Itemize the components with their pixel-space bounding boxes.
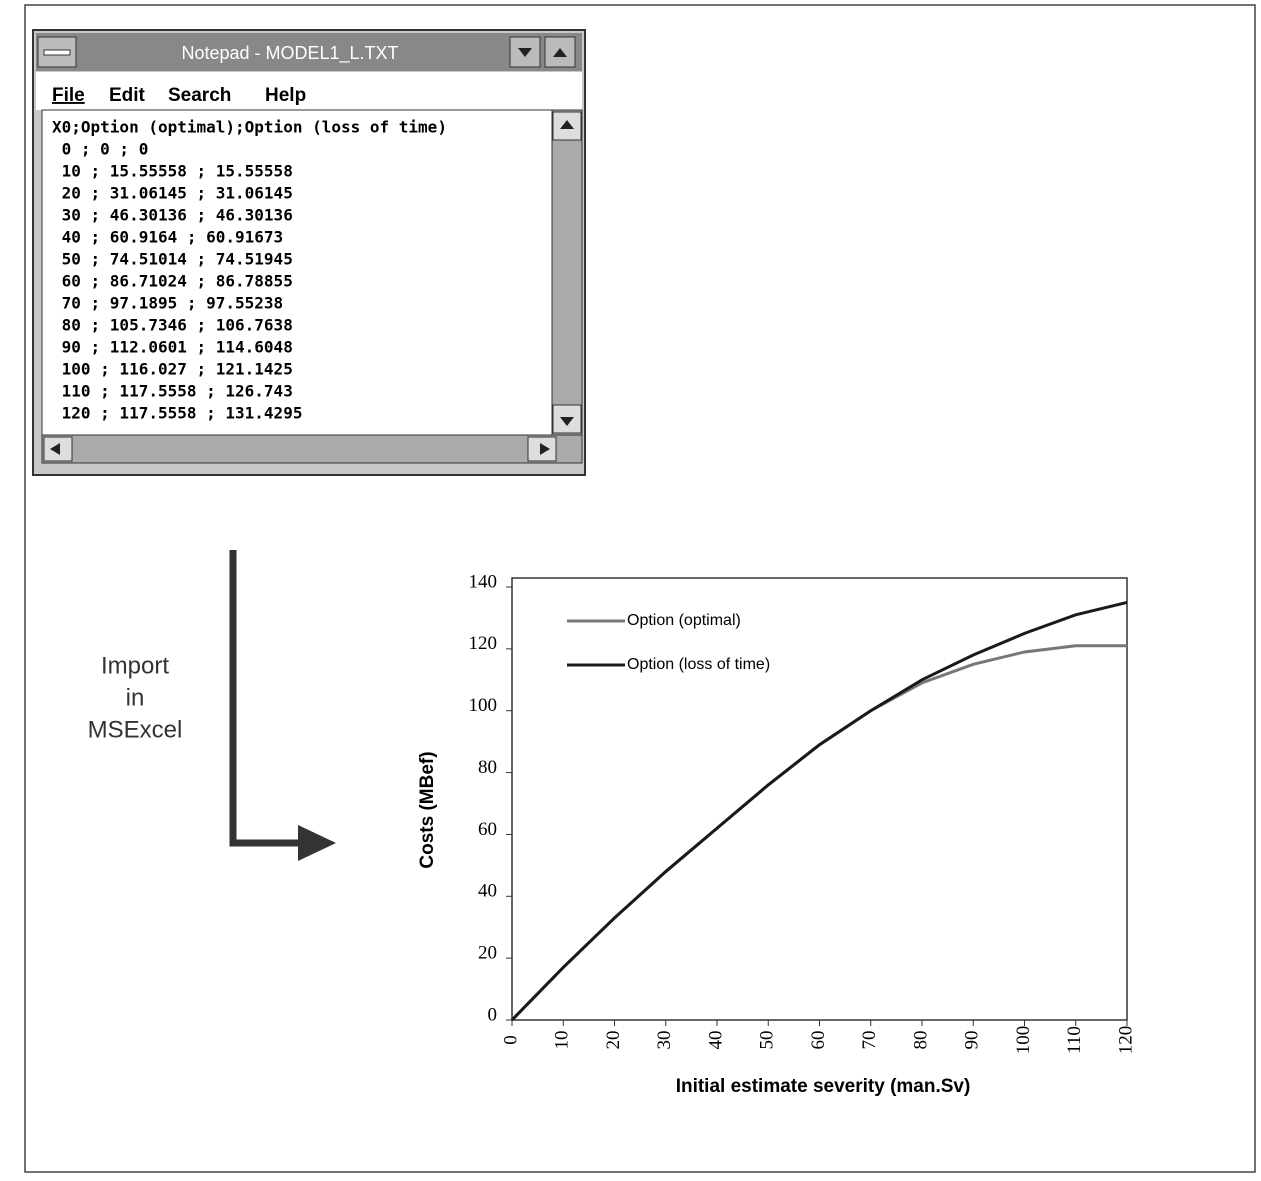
y-tick-label: 100	[469, 695, 498, 716]
y-tick-label: 120	[469, 633, 498, 654]
x-tick-label: 60	[808, 1031, 829, 1050]
text-line: 10 ; 15.55558 ; 15.55558	[52, 162, 293, 181]
menu-item[interactable]: File	[52, 85, 85, 106]
y-tick-label: 140	[469, 571, 498, 592]
figure: Notepad - MODEL1_L.TXT File Edit Search …	[0, 0, 1261, 1176]
text-line: X0;Option (optimal);Option (loss of time…	[52, 118, 447, 137]
text-line: 90 ; 112.0601 ; 114.6048	[52, 338, 293, 357]
menu-item[interactable]: Edit	[109, 85, 146, 106]
text-line: 60 ; 86.71024 ; 86.78855	[52, 272, 293, 291]
y-tick-label: 80	[478, 757, 497, 778]
legend-label: Option (optimal)	[627, 612, 741, 629]
text-line: 40 ; 60.9164 ; 60.91673	[52, 228, 283, 247]
menu-item[interactable]: Help	[265, 85, 306, 106]
x-tick-label: 20	[603, 1031, 624, 1050]
series-line	[512, 646, 1127, 1020]
plot-frame	[512, 578, 1127, 1020]
import-arrow	[233, 550, 336, 861]
x-tick-label: 40	[705, 1031, 726, 1050]
text-line: 80 ; 105.7346 ; 106.7638	[52, 316, 293, 335]
y-axis-title: Costs (MBef)	[417, 751, 438, 868]
menu-item[interactable]: Search	[168, 85, 231, 106]
annotation: MSExcel	[88, 716, 183, 743]
x-tick-label: 110	[1064, 1026, 1085, 1054]
x-tick-label: 100	[1013, 1026, 1034, 1055]
x-tick-label: 90	[962, 1031, 983, 1050]
x-tick-label: 50	[757, 1031, 778, 1050]
x-tick-label: 10	[552, 1031, 573, 1050]
text-line: 110 ; 117.5558 ; 126.743	[52, 382, 293, 401]
y-tick-label: 0	[488, 1004, 498, 1025]
window-title: Notepad - MODEL1_L.TXT	[181, 43, 398, 64]
x-tick-label: 120	[1115, 1026, 1136, 1055]
annotation: in	[126, 684, 145, 711]
legend-label: Option (loss of time)	[627, 656, 770, 673]
x-tick-label: 80	[910, 1031, 931, 1050]
text-line: 0 ; 0 ; 0	[52, 140, 148, 159]
text-line: 50 ; 74.51014 ; 74.51945	[52, 250, 293, 269]
x-tick-label: 30	[654, 1031, 675, 1050]
y-tick-label: 40	[478, 881, 497, 902]
x-tick-label: 0	[500, 1035, 521, 1045]
text-line: 20 ; 31.06145 ; 31.06145	[52, 184, 293, 203]
y-tick-label: 60	[478, 819, 497, 840]
x-tick-label: 70	[859, 1031, 880, 1050]
notepad-window: Notepad - MODEL1_L.TXT File Edit Search …	[33, 30, 585, 475]
page: Notepad - MODEL1_L.TXT File Edit Search …	[0, 0, 1261, 1176]
y-tick-label: 20	[478, 943, 497, 964]
text-line: 30 ; 46.30136 ; 46.30136	[52, 206, 293, 225]
text-line: 120 ; 117.5558 ; 131.4295	[52, 404, 302, 423]
text-line: 70 ; 97.1895 ; 97.55238	[52, 294, 283, 313]
text-line: 100 ; 116.027 ; 121.1425	[52, 360, 293, 379]
annotation: Import	[101, 652, 169, 679]
x-axis-title: Initial estimate severity (man.Sv)	[676, 1076, 971, 1097]
